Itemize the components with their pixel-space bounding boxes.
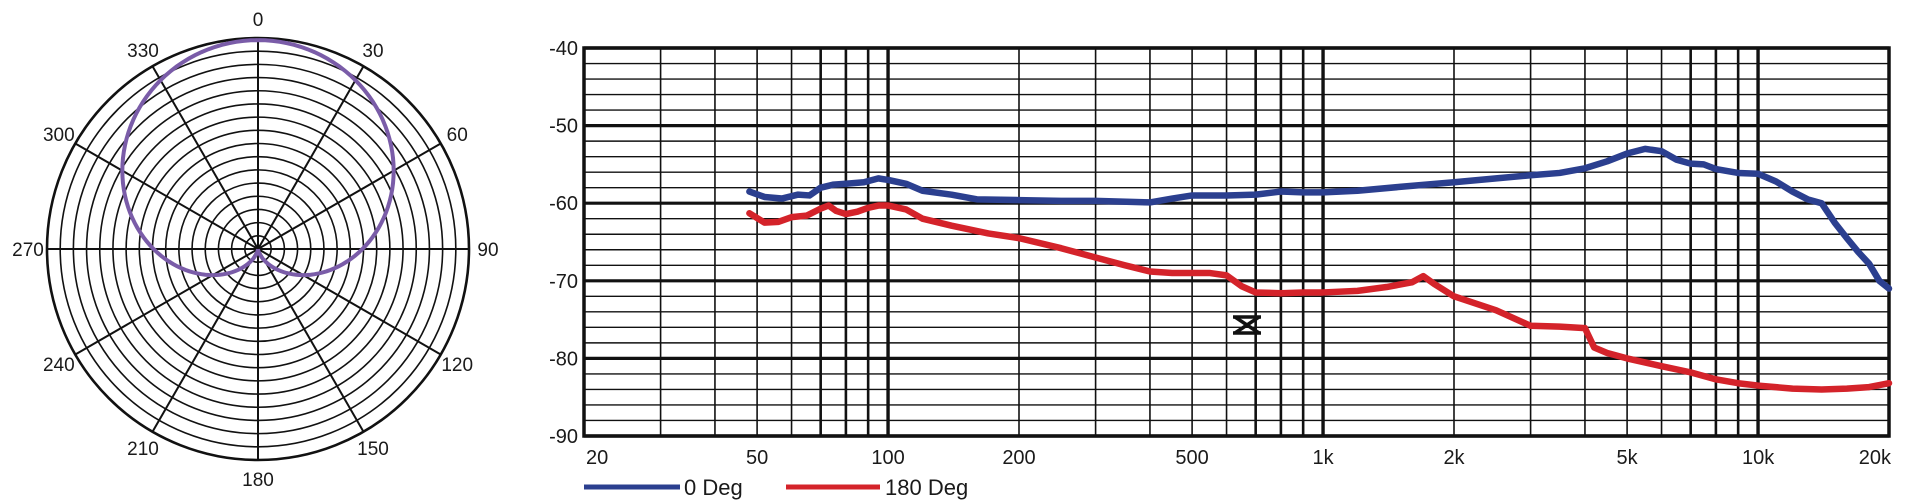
y-tick-label: -60 — [549, 193, 578, 215]
polar-angle-label: 300 — [43, 125, 75, 146]
polar-spoke — [74, 248, 259, 356]
polar-pattern-line — [120, 38, 396, 278]
polar-angle-label: 120 — [441, 355, 473, 376]
x-tick-label: 100 — [871, 447, 904, 469]
polar-angle-label: 330 — [127, 41, 159, 62]
x-tick-label: 2k — [1443, 447, 1465, 469]
polar-angle-label: 270 — [12, 240, 44, 261]
x-tick-label: 500 — [1175, 447, 1208, 469]
polar-spoke — [151, 65, 259, 250]
series-line-180-deg — [746, 202, 1893, 393]
series-line-0-deg — [746, 145, 1893, 292]
polar-spoke — [257, 142, 442, 250]
polar-angle-label: 30 — [362, 41, 383, 62]
crossed-box-marker — [1233, 315, 1261, 335]
polar-angle-label: 0 — [253, 10, 264, 31]
x-tick-label: 5k — [1617, 447, 1639, 469]
polar-angle-label: 60 — [447, 125, 468, 146]
x-tick-label: 1k — [1313, 447, 1335, 469]
x-tick-label: 20 — [586, 447, 608, 469]
polar-angle-label: 180 — [242, 470, 274, 491]
x-tick-label: 50 — [746, 447, 768, 469]
polar-spoke — [151, 248, 259, 433]
polar-angle-label: 90 — [477, 240, 498, 261]
y-tick-label: -80 — [549, 348, 578, 370]
polar-spoke — [74, 142, 259, 250]
legend-label-0-deg: 0 Deg — [684, 475, 743, 500]
polar-spoke — [257, 248, 365, 433]
frequency-response-chart: -40 -50 -60 -70 -80 -90 20 50 100 200 500 1k 2k 5k 10k… — [549, 38, 1893, 469]
y-tick-label: -90 — [549, 426, 578, 448]
legend-label-180-deg: 180 Deg — [885, 475, 968, 500]
legend: 0 Deg 180 Deg — [584, 475, 968, 500]
polar-spoke — [257, 248, 442, 356]
polar-angle-label: 150 — [357, 439, 389, 460]
y-tick-label: -70 — [549, 271, 578, 293]
plot-frame — [582, 46, 1891, 438]
x-tick-label: 200 — [1002, 447, 1035, 469]
polar-pattern-chart: 0 30 60 90 120 150 180 210 240 270 300 330 — [12, 10, 498, 491]
x-tick-label: 20k — [1859, 447, 1892, 469]
polar-angle-label: 210 — [127, 439, 159, 460]
polar-spoke — [257, 65, 365, 250]
y-tick-label: -50 — [549, 116, 578, 138]
y-tick-label: -40 — [549, 38, 578, 60]
x-tick-label: 10k — [1742, 447, 1775, 469]
polar-angle-label: 240 — [43, 355, 75, 376]
